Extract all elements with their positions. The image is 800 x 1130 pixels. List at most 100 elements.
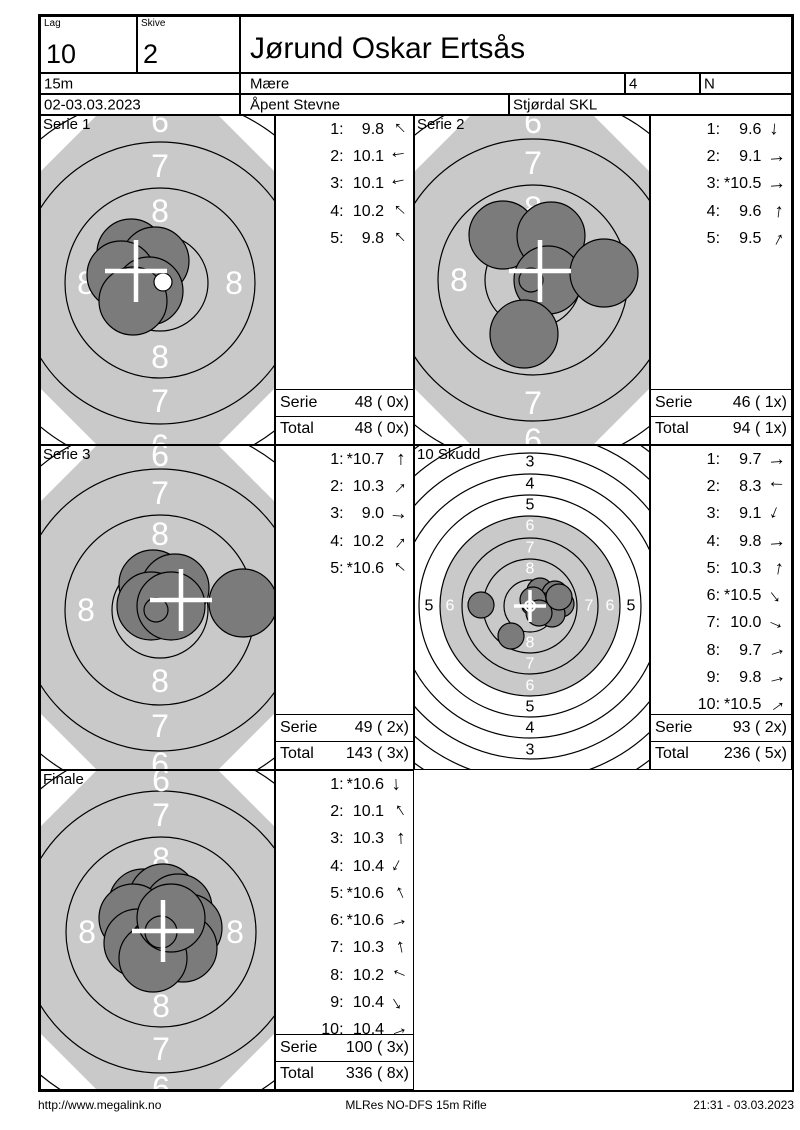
organizer-value: Stjørdal SKL [513,96,598,113]
deviation-arrow-icon: → [384,988,413,1017]
shot-arrow: → [761,557,791,579]
total-sum-label: Total [655,420,689,438]
shot-arrow: → [384,880,413,906]
shot-value: 9.6 [739,120,762,138]
shot-index: 1: [330,120,344,138]
lag-cell: Lag 10 [40,16,137,73]
skive-cell: Skive 2 [137,16,240,73]
ring-number-label: 6 [526,518,535,535]
ring-number-label: 8 [526,561,535,578]
shot-row: 7: 10.0 → [651,609,791,637]
ring-number-label: 6 [152,1070,170,1089]
ring-number-label: 7 [585,598,594,615]
shot-index: 5: [330,884,344,902]
skive-value: 2 [143,39,159,69]
ring-circle [41,790,274,1074]
club-value: Mære [250,75,290,92]
serie-sum-label: Serie [280,393,318,411]
shot-value: 10.3 [352,939,385,957]
deviation-arrow-icon: → [765,145,787,168]
shooter-name-cell: Jørund Oskar Ertsås [240,16,792,73]
shot-row: 5: 9.8 → [276,224,413,252]
shot-value: 10.2 [352,532,385,550]
shot-arrow: → [761,200,791,221]
serie-sum-label: Serie [280,718,318,736]
footer-datetime: 21:31 - 03.03.2023 [693,1098,794,1112]
shot-value: 9.5 [739,229,762,247]
shot-value: 8.3 [739,477,762,495]
ring-number-label: 6 [524,422,542,444]
shot-arrow: → [384,853,413,880]
shot-hole [136,571,206,641]
shot-value: 9.8 [361,229,385,247]
shot-value: 10.3 [352,477,385,495]
serie-sum-value: 100 ( 3x) [345,1038,409,1056]
serie-sum-value: 93 ( 2x) [732,718,787,736]
serie-sum-row: Serie 49 ( 2x) [276,714,413,741]
shot-value: 9.8 [739,532,762,550]
serie-sum-row: Serie 100 ( 3x) [276,1034,413,1061]
ring-circle [64,187,256,379]
target-cell-ti-skudd: 8768768768765435435510 Skudd [414,445,650,770]
shot-arrow: → [761,691,791,719]
shot-arrow: → [761,225,791,252]
shot-arrow: → [384,116,413,143]
mpi-cross [509,240,571,302]
target-graphic-ti-skudd: 87687687687654354355 [415,446,649,769]
shot-index: 8: [706,641,721,659]
deviation-arrow-icon: → [762,581,791,610]
ring-number-label: 7 [524,145,542,181]
ring-number-label: 3 [526,742,535,759]
shot-row: 3: 9.1 → [651,501,791,528]
shot-arrow: → [761,665,791,690]
shot-row: 1: 9.6 → [651,116,791,143]
ring-number-label: 6 [524,116,542,140]
shot-value: 10.1 [352,147,385,165]
ring-number-label: 8 [152,988,170,1024]
field4-cell: 4 [625,73,700,94]
shot-hole [208,568,274,638]
shot-index: 4: [330,202,344,220]
mpi-center-ring [524,600,536,612]
shot-row: 8: 10.2 → [276,962,413,989]
organizer-cell: Stjørdal SKL [509,94,792,115]
total-sum-label: Total [280,745,314,763]
serie-sum-row: Serie 46 ( 1x) [651,389,791,416]
ring-number-label: 8 [151,663,169,699]
skive-label: Skive [141,18,166,29]
ring-number-label: 6 [606,598,615,615]
shot-arrow: → [384,171,413,195]
shot-row: 4: 9.8 → [651,528,791,555]
shot-index: 3: [330,505,344,523]
shot-row: 3: 9.0 → [276,501,413,528]
shot-value: *10.6 [346,559,385,577]
shot-row: 9: 9.8 → [651,664,791,691]
shot-value: 9.6 [739,202,762,220]
distance-cell: 15m [40,73,240,94]
shot-arrow: → [384,527,413,555]
deviation-arrow-icon: → [763,609,790,637]
panel-title: Finale [43,771,84,788]
ring-circle [415,473,649,739]
shot-hole [497,622,525,650]
shot-row: 4: 10.2 → [276,197,413,225]
shot-row: 5: *10.6 → [276,554,413,582]
shot-row: 4: 10.4 → [276,853,413,880]
ring-number-label: 8 [151,193,169,229]
distance-value: 15m [44,75,74,92]
shot-arrow: → [761,448,791,470]
shot-row: 2: 10.1 → [276,798,413,825]
total-sum-value: 336 ( 8x) [345,1065,409,1083]
deviation-arrow-icon: → [384,115,413,144]
deviation-arrow-icon: → [388,449,410,469]
deviation-arrow-icon: → [762,225,790,252]
shot-row: 1: 9.7 → [651,446,791,473]
shot-index: 4: [330,857,344,875]
shot-arrow: → [384,554,413,582]
shotlist-cell-serie-1: 1: 9.8 → 2: 10.1 → 3: 10.1 → 4: 10.2 → 5: 9.8 → Serie 48… [275,115,414,445]
ring-number-label: 7 [151,708,169,744]
